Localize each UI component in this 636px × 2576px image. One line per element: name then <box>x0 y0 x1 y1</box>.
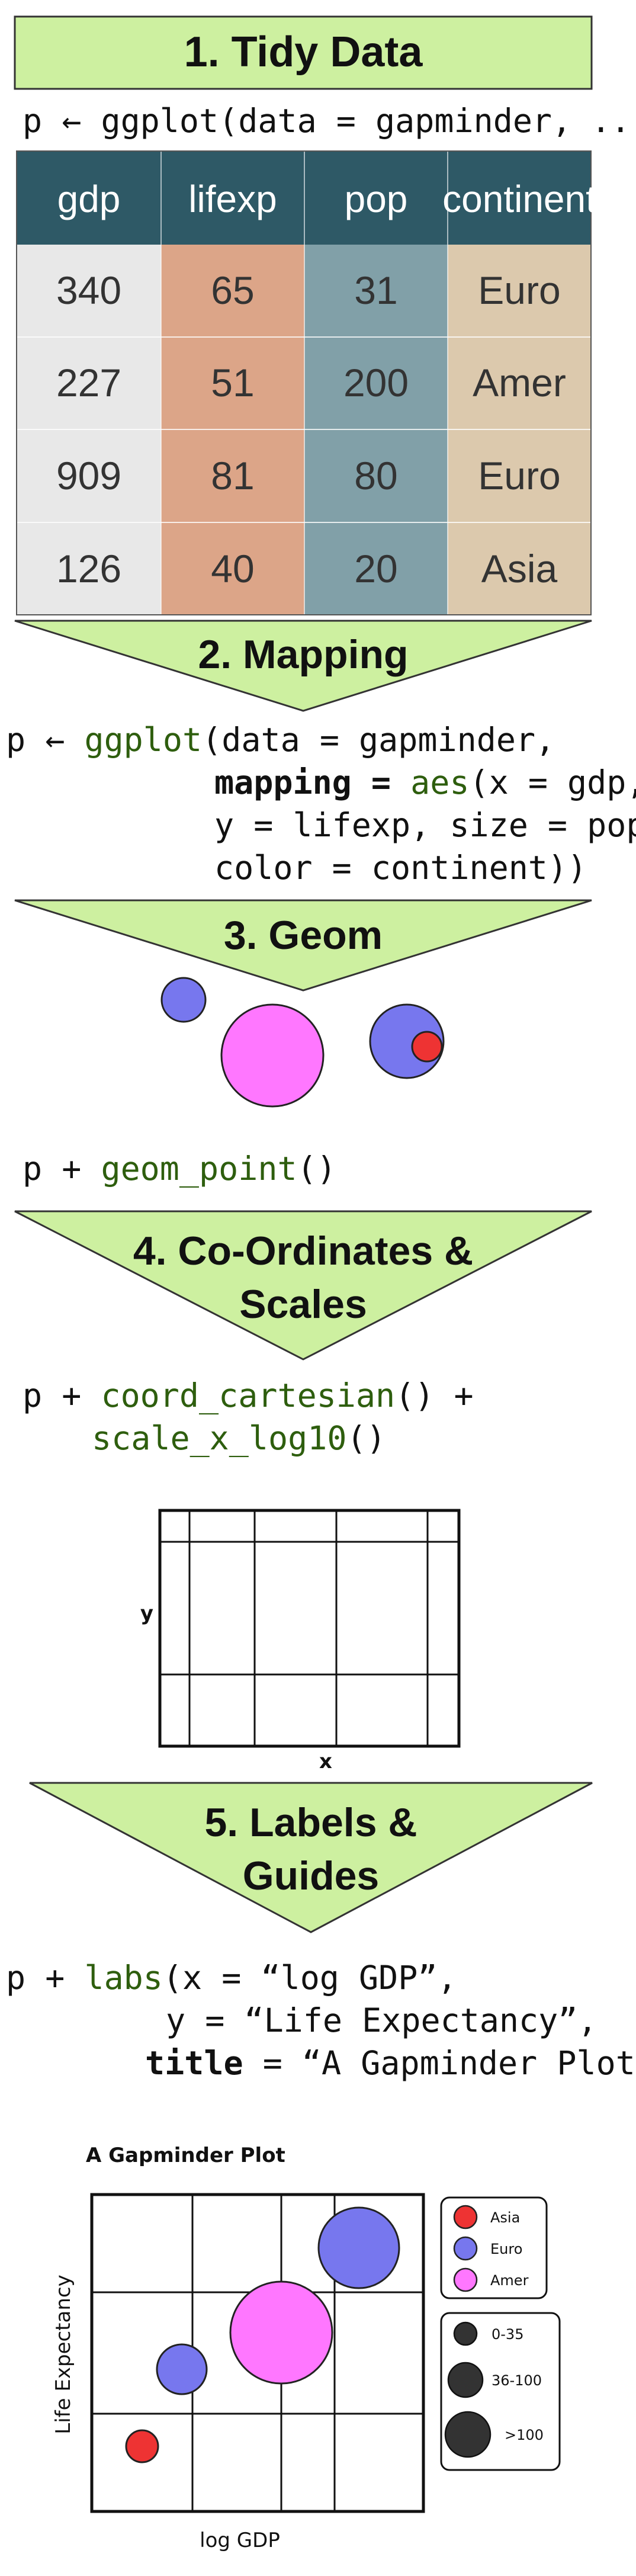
code-text: (x = gdp, <box>469 764 636 801</box>
legend-swatch-asia <box>453 2205 478 2229</box>
table-cell: 126 <box>56 547 121 591</box>
geom-points <box>160 977 445 1108</box>
plot-x-label: log GDP <box>200 2529 280 2552</box>
point-euro-small <box>160 977 207 1023</box>
code-keyword: title <box>145 2044 243 2082</box>
step-2-title: 2. Mapping <box>198 632 408 677</box>
code-text: p + <box>23 1377 101 1414</box>
plot-point-asia <box>125 2429 159 2463</box>
coordinate-grid: x y <box>140 1509 461 1773</box>
svg-text:scale_x_log10(): scale_x_log10() <box>92 1419 386 1457</box>
table-cell: 65 <box>211 268 254 312</box>
plot-point-euro-small <box>156 2343 208 2395</box>
code-text: color = continent)) <box>214 849 587 887</box>
code-text: = “A Gapminder Plot”) <box>243 2044 636 2082</box>
color-legend: Asia Euro Amer <box>440 2196 548 2299</box>
plot-point-euro-large <box>317 2206 400 2289</box>
header-lifexp: lifexp <box>188 178 277 220</box>
code-text: p + <box>6 1959 84 1997</box>
step-1-title: 1. Tidy Data <box>184 28 423 76</box>
code-text: (x = “log GDP”, <box>163 1959 457 1997</box>
legend-size-small <box>453 2321 478 2346</box>
plot-point-amer <box>229 2280 333 2385</box>
code-function: coord_cartesian <box>101 1377 395 1414</box>
point-asia-small <box>411 1031 443 1063</box>
header-continent: continent <box>442 178 596 220</box>
coord-y-label: y <box>140 1602 153 1625</box>
step-2-banner: 2. Mapping <box>14 620 592 712</box>
table-cell: 31 <box>354 268 397 312</box>
legend-size-label-small: 0-35 <box>492 2326 523 2343</box>
code-text: y = lifexp, size = pop, <box>214 806 636 844</box>
code-text: p + <box>23 1150 101 1188</box>
code-keyword: mapping = <box>214 764 410 801</box>
final-plot: A Gapminder Plot log GDP Life Expectancy… <box>52 2144 561 2552</box>
legend-size-label-medium: 36-100 <box>492 2372 542 2389</box>
code-function: labs <box>84 1959 162 1997</box>
step-3-banner: 3. Geom <box>14 899 592 992</box>
code-step-5: p + labs(x = “log GDP”, y = “Life Expect… <box>6 1959 636 2082</box>
code-step-2: p ← ggplot(data = gapminder, mapping = a… <box>6 721 636 887</box>
legend-size-medium <box>447 2362 484 2398</box>
table-cell: Euro <box>478 454 560 498</box>
step-4-title-line-2: Scales <box>239 1282 367 1327</box>
table-cell: 340 <box>56 268 121 312</box>
step-4-banner: 4. Co-Ordinates & Scales <box>14 1210 592 1361</box>
plot-title: A Gapminder Plot <box>86 2144 285 2167</box>
legend-label-amer: Amer <box>490 2272 529 2289</box>
point-amer-large <box>220 1003 325 1108</box>
step-4-title-line-1: 4. Co-Ordinates & <box>133 1228 473 1273</box>
svg-text:mapping = aes(x = gdp,: mapping = aes(x = gdp, <box>214 764 636 801</box>
step-5-title-line-1: 5. Labels & <box>204 1800 417 1845</box>
code-function: aes <box>410 764 469 801</box>
table-cell: Euro <box>478 268 560 312</box>
code-function: ggplot <box>84 721 202 759</box>
svg-text:p + coord_cartesian() +: p + coord_cartesian() + <box>23 1377 474 1414</box>
code-text: y = “Life Expectancy”, <box>166 2001 597 2039</box>
legend-swatch-euro <box>453 2236 478 2261</box>
code-text: () <box>297 1150 336 1188</box>
code-step-3: p + geom_point() <box>23 1150 336 1188</box>
code-text: (data = gapminder, <box>202 721 555 759</box>
step-5-banner: 5. Labels & Guides <box>29 1782 593 1933</box>
code-text: () + <box>395 1377 473 1414</box>
table-cell: 200 <box>343 361 409 405</box>
legend-swatch-amer <box>453 2267 478 2292</box>
table-cell: Asia <box>481 547 558 591</box>
step-1-banner: 1. Tidy Data <box>14 15 593 90</box>
tidy-data-table: gdp lifexp pop continent 340 65 31 Euro … <box>16 150 596 615</box>
table-cell: 227 <box>56 361 121 405</box>
step-5-title-line-2: Guides <box>243 1853 380 1898</box>
table-cell: 20 <box>354 547 397 591</box>
svg-text:p ← ggplot(data = gapminder,: p ← ggplot(data = gapminder, <box>6 721 555 759</box>
plot-y-label: Life Expectancy <box>52 2275 75 2434</box>
code-text: p ← <box>6 721 84 759</box>
table-cell: 81 <box>211 454 254 498</box>
header-pop: pop <box>345 178 408 220</box>
legend-size-large <box>444 2411 492 2458</box>
table-cell: 51 <box>211 361 254 405</box>
code-step-4: p + coord_cartesian() + scale_x_log10() <box>23 1377 474 1457</box>
svg-text:title = “A Gapminder Plot”): title = “A Gapminder Plot”) <box>145 2044 636 2082</box>
legend-size-label-large: >100 <box>505 2427 544 2443</box>
size-legend: 0-35 36-100 >100 <box>440 2312 561 2471</box>
table-cell: 40 <box>211 547 254 591</box>
code-text: () <box>346 1419 386 1457</box>
header-gdp: gdp <box>57 178 121 220</box>
table-cell: 80 <box>354 454 397 498</box>
step-3-title: 3. Geom <box>224 913 383 958</box>
code-step-1: p ← ggplot(data = gapminder, ... <box>23 102 636 140</box>
code-function: geom_point <box>101 1150 297 1188</box>
legend-label-euro: Euro <box>490 2241 522 2257</box>
table-cell: Amer <box>473 361 566 405</box>
svg-text:p + labs(x = “log GDP”,: p + labs(x = “log GDP”, <box>6 1959 457 1997</box>
legend-label-asia: Asia <box>490 2209 520 2226</box>
code-function: scale_x_log10 <box>92 1419 346 1457</box>
coord-x-label: x <box>319 1750 332 1773</box>
table-cell: 909 <box>56 454 121 498</box>
